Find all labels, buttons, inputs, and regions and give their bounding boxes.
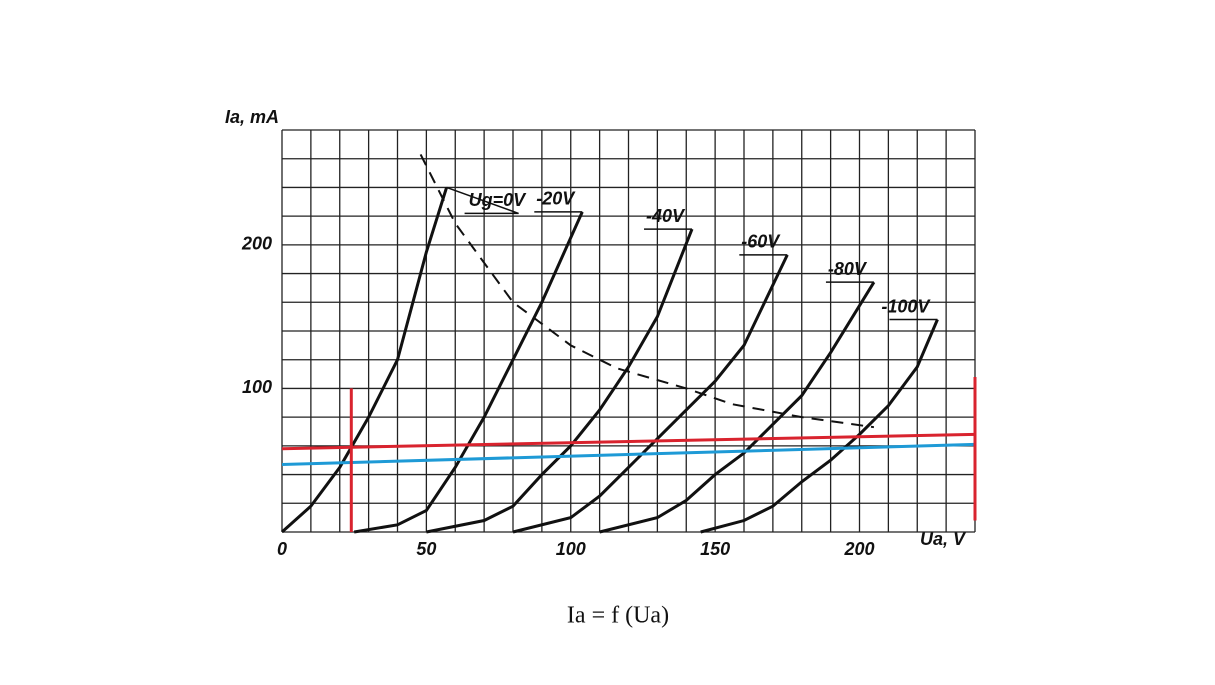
x-tick-label: 100 (556, 539, 586, 559)
series-line (426, 228, 694, 534)
curve-label: -40V (646, 206, 686, 226)
leader-line (446, 186, 519, 215)
series-line (281, 432, 976, 451)
y-tick-label: 200 (241, 234, 272, 254)
y-axis-label: Ia, mA (225, 107, 279, 127)
x-tick-label: 200 (843, 539, 874, 559)
curve-label: -20V (536, 189, 576, 209)
curve-label: Ug=0V (469, 190, 528, 210)
series-line (281, 442, 976, 467)
series-line (512, 254, 789, 534)
caption: Ia = f (Ua) (567, 603, 669, 629)
series-line (280, 186, 449, 534)
series-line (419, 153, 875, 429)
x-tick-label: 150 (700, 539, 730, 559)
curve-label: -60V (741, 232, 781, 252)
series-line (353, 211, 584, 534)
x-axis-label: Ua, V (920, 529, 967, 549)
curve-label: -80V (828, 259, 868, 279)
x-tick-label: 50 (416, 539, 436, 559)
y-tick-label: 100 (242, 377, 272, 397)
curve-label: -100V (881, 296, 931, 316)
series-line (599, 281, 876, 534)
series-line (700, 318, 939, 534)
x-tick-label: 0 (277, 539, 287, 559)
